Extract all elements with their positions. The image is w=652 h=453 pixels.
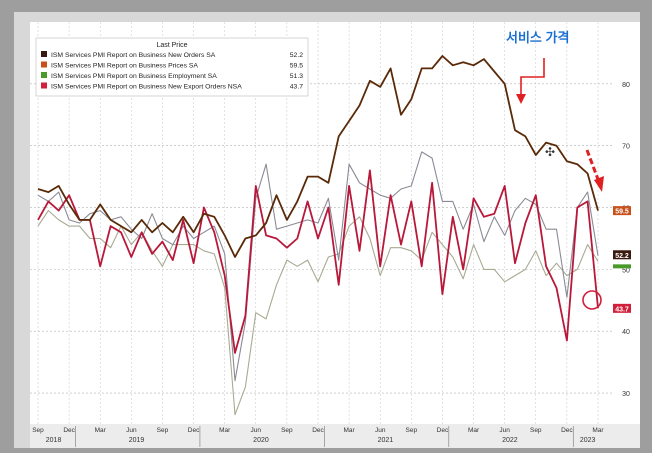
series-line bbox=[37, 151, 599, 382]
last-value-tag bbox=[613, 264, 631, 269]
legend: Last Price ISM Services PMI Report on Bu… bbox=[35, 37, 309, 97]
y-tick-label: 70 bbox=[622, 144, 630, 151]
x-tick-label: Sep bbox=[157, 427, 169, 434]
x-tick-label: Dec bbox=[63, 427, 75, 434]
last-value-tags: 59.5 52.2 43.7 bbox=[613, 206, 631, 313]
x-tick-label: Mar bbox=[592, 427, 604, 434]
legend-swatch bbox=[41, 72, 47, 78]
x-year-label: 2021 bbox=[378, 437, 394, 444]
x-tick-label: Sep bbox=[406, 427, 418, 434]
last-export-circle bbox=[582, 290, 602, 310]
legend-entry-value: 59.5 bbox=[290, 63, 303, 70]
x-tick-label: Mar bbox=[468, 427, 480, 434]
x-year-label: 2022 bbox=[502, 437, 518, 444]
legend-title: Last Price bbox=[156, 42, 187, 49]
annotation-arrow bbox=[520, 58, 545, 97]
x-tick-label: Sep bbox=[281, 427, 293, 434]
series-line bbox=[37, 210, 599, 416]
x-tick-label: Dec bbox=[561, 427, 573, 434]
series-line bbox=[37, 169, 599, 354]
x-tick-label: Jun bbox=[126, 427, 137, 434]
legend-entries: ISM Services PMI Report on Business New … bbox=[41, 51, 303, 91]
legend-entry-value: 51.3 bbox=[290, 73, 303, 80]
bottom-axis-strip bbox=[30, 424, 640, 448]
x-tick-label: Sep bbox=[530, 427, 542, 434]
x-year-label: 2018 bbox=[46, 437, 62, 444]
last-value-tag-label: 52.2 bbox=[615, 253, 629, 260]
legend-entry-label: ISM Services PMI Report on Business New … bbox=[51, 52, 216, 59]
x-tick-label: Dec bbox=[437, 427, 449, 434]
legend-swatch bbox=[41, 82, 47, 89]
x-tick-label: Jun bbox=[375, 427, 386, 434]
series-lines bbox=[37, 55, 599, 416]
x-axis: Sep Dec Mar Jun Sep Dec Mar Jun Sep Dec Mar Jun Sep D… bbox=[32, 426, 604, 447]
annotation-label: 서비스 가격 bbox=[506, 30, 569, 45]
last-value-tag bbox=[613, 303, 631, 313]
legend-entry-value: 43.7 bbox=[290, 84, 303, 91]
legend-entry-label: ISM Services PMI Report on Business Empl… bbox=[51, 73, 217, 80]
cursor-icon: ✣ bbox=[545, 145, 555, 159]
legend-entry-label: ISM Services PMI Report on Business Pric… bbox=[51, 63, 198, 70]
right-axis-strip bbox=[612, 22, 640, 424]
trend-dashed-arrow bbox=[585, 149, 601, 183]
x-tick-label: Mar bbox=[344, 427, 356, 434]
x-tick-label: Sep bbox=[32, 427, 44, 434]
x-tick-label: Mar bbox=[219, 427, 231, 434]
y-tick-label: 80 bbox=[622, 82, 630, 89]
last-value-tag-label: 43.7 bbox=[615, 306, 629, 313]
x-tick-label: Jun bbox=[251, 427, 262, 434]
legend-swatch bbox=[41, 61, 47, 68]
x-year-label: 2019 bbox=[129, 437, 145, 444]
y-tick-label: 30 bbox=[622, 391, 630, 398]
x-tick-label: Dec bbox=[312, 427, 324, 434]
legend-box bbox=[35, 37, 309, 97]
annotation: 서비스 가격 ✣ bbox=[506, 30, 604, 310]
legend-entry-value: 52.2 bbox=[290, 52, 303, 59]
trend-dashed-arrowhead bbox=[594, 176, 604, 192]
last-value-tag bbox=[613, 250, 631, 260]
last-value-tag bbox=[613, 206, 631, 216]
legend-swatch bbox=[41, 51, 47, 57]
series-line bbox=[37, 55, 599, 258]
x-year-label: 2020 bbox=[253, 437, 269, 444]
last-value-tag-label: 59.5 bbox=[615, 209, 629, 216]
y-tick-label: 50 bbox=[622, 267, 630, 274]
legend-entry-label: ISM Services PMI Report on Business New … bbox=[51, 84, 242, 91]
y-tick-label: 40 bbox=[622, 329, 630, 336]
x-tick-label: Dec bbox=[188, 427, 200, 434]
x-year-label: 2023 bbox=[580, 437, 596, 444]
x-tick-label: Mar bbox=[95, 427, 107, 434]
x-tick-label: Jun bbox=[499, 427, 510, 434]
annotation-arrowhead bbox=[516, 94, 526, 104]
